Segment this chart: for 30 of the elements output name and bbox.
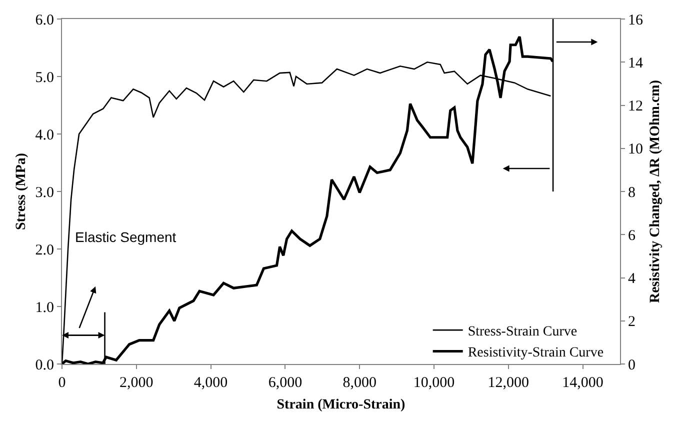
x-tick-label: 12,000	[488, 375, 530, 391]
y-tick-label: 4.0	[35, 127, 54, 144]
x-axis-title: Strain (Micro-Strain)	[276, 397, 406, 412]
y2-axis-title: Resistivity Changed, ΔR (MOhm.cm)	[648, 80, 663, 304]
y2-tick-label: 2	[628, 314, 636, 330]
y-tick-label: 0.0	[35, 357, 54, 374]
y-tick-label: 1.0	[35, 300, 54, 316]
y2-tick-label: 14	[628, 55, 644, 72]
y-tick-label: 3.0	[35, 184, 54, 201]
x-tick-label: 4,000	[194, 375, 228, 391]
x-tick-label: 10,000	[413, 375, 455, 391]
y-tick-label: 5.0	[35, 70, 54, 86]
y2-tick-label: 8	[628, 184, 636, 201]
y-axis-title: Stress (MPa)	[14, 152, 29, 230]
y2-tick-label: 4	[628, 271, 636, 287]
x-tick-label: 14,000	[562, 375, 604, 391]
y2-tick-label: 6	[628, 228, 636, 244]
annotation: Elastic Segment	[75, 229, 176, 245]
x-tick-label: 0	[58, 375, 66, 391]
x-tick-label: 6,000	[268, 375, 302, 391]
x-tick-label: 2,000	[120, 375, 154, 391]
legend-label: Resistivity-Strain Curve	[468, 346, 604, 361]
x-tick-label: 8,000	[342, 375, 376, 391]
y-tick-label: 2.0	[35, 242, 54, 258]
y2-tick-label: 16	[628, 12, 644, 28]
y2-tick-label: 10	[628, 142, 643, 158]
y2-tick-label: 0	[628, 357, 636, 374]
y2-tick-label: 12	[628, 98, 643, 114]
legend-label: Stress-Strain Curve	[468, 324, 578, 340]
y-tick-label: 6.0	[35, 12, 54, 28]
